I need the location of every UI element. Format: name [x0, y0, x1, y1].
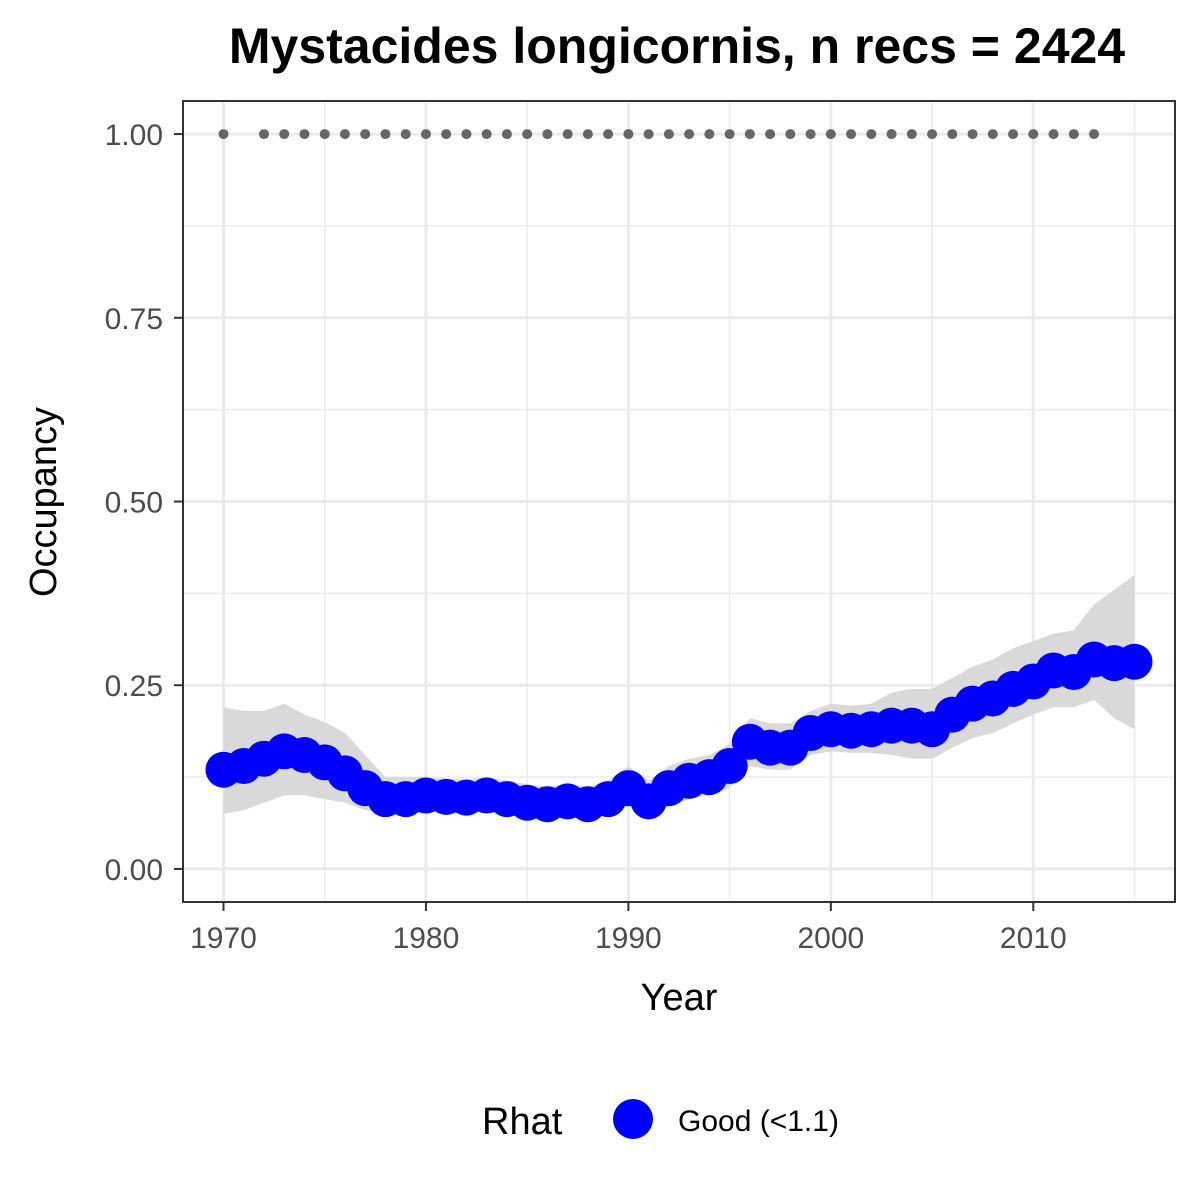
legend-label-good: Good (<1.1) — [678, 1105, 839, 1138]
reporting-dot — [420, 129, 431, 140]
reporting-dot — [562, 129, 573, 140]
y-tick-label: 0.25 — [105, 670, 163, 703]
reporting-dot — [724, 129, 735, 140]
reporting-dot — [501, 129, 512, 140]
reporting-dot — [441, 129, 452, 140]
reporting-dot — [927, 129, 938, 140]
chart-title: Mystacides longicornis, n recs = 2424 — [229, 18, 1125, 74]
legend: Rhat Good (<1.1) — [482, 1099, 839, 1143]
reporting-dot — [825, 129, 836, 140]
y-axis-title: Occupancy — [23, 407, 65, 597]
reporting-dot — [279, 129, 290, 140]
confidence-ribbon — [223, 575, 1135, 818]
reporting-dot — [805, 129, 816, 140]
y-tick-label: 1.00 — [105, 119, 163, 152]
legend-title: Rhat — [482, 1101, 563, 1143]
occupancy-points — [205, 641, 1153, 823]
x-tick-label: 1980 — [393, 922, 460, 955]
reporting-dot — [967, 129, 978, 140]
reporting-dot — [522, 129, 533, 140]
x-axis-title: Year — [641, 977, 718, 1019]
reporting-dot — [785, 129, 796, 140]
x-tick-label: 2010 — [1000, 922, 1067, 955]
reporting-dot — [1028, 129, 1039, 140]
reporting-dot — [1008, 129, 1019, 140]
reporting-dot — [542, 129, 553, 140]
reporting-dot — [947, 129, 958, 140]
reporting-dot — [258, 129, 269, 140]
reporting-dot — [704, 129, 715, 140]
reporting-dot — [603, 129, 614, 140]
y-axis: 0.00 0.25 0.50 0.75 1.00 — [105, 119, 183, 887]
occupancy-point — [1116, 643, 1153, 680]
reporting-dot — [866, 129, 877, 140]
y-tick-label: 0.50 — [105, 487, 163, 520]
reporting-dot — [218, 129, 229, 140]
reporting-dot — [906, 129, 917, 140]
confidence-ribbon-area — [223, 575, 1135, 818]
reporting-dot — [623, 129, 634, 140]
reporting-dot — [987, 129, 998, 140]
reporting-dot — [481, 129, 492, 140]
reporting-dot — [684, 129, 695, 140]
reporting-dot — [380, 129, 391, 140]
reporting-dot — [461, 129, 472, 140]
reporting-dot — [1048, 129, 1059, 140]
reporting-dot — [765, 129, 776, 140]
reporting-dot — [319, 129, 330, 140]
x-tick-label: 1970 — [190, 922, 257, 955]
x-axis: 1970 1980 1990 2000 2010 — [190, 902, 1067, 955]
y-tick-label: 0.75 — [105, 303, 163, 336]
reporting-dot — [1089, 129, 1100, 140]
reporting-dot — [886, 129, 897, 140]
reporting-dot — [643, 129, 654, 140]
y-tick-label: 0.00 — [105, 854, 163, 887]
reporting-dot — [663, 129, 674, 140]
reporting-dot — [400, 129, 411, 140]
reporting-dot — [846, 129, 857, 140]
reporting-dot — [582, 129, 593, 140]
reporting-dot — [360, 129, 371, 140]
reporting-dot — [339, 129, 350, 140]
x-tick-label: 1990 — [595, 922, 662, 955]
reporting-dot — [744, 129, 755, 140]
occupancy-point — [711, 748, 748, 785]
reporting-dot — [1068, 129, 1079, 140]
x-tick-label: 2000 — [797, 922, 864, 955]
reporting-dots — [218, 129, 1100, 140]
legend-key-good — [613, 1099, 653, 1139]
reporting-dot — [299, 129, 310, 140]
